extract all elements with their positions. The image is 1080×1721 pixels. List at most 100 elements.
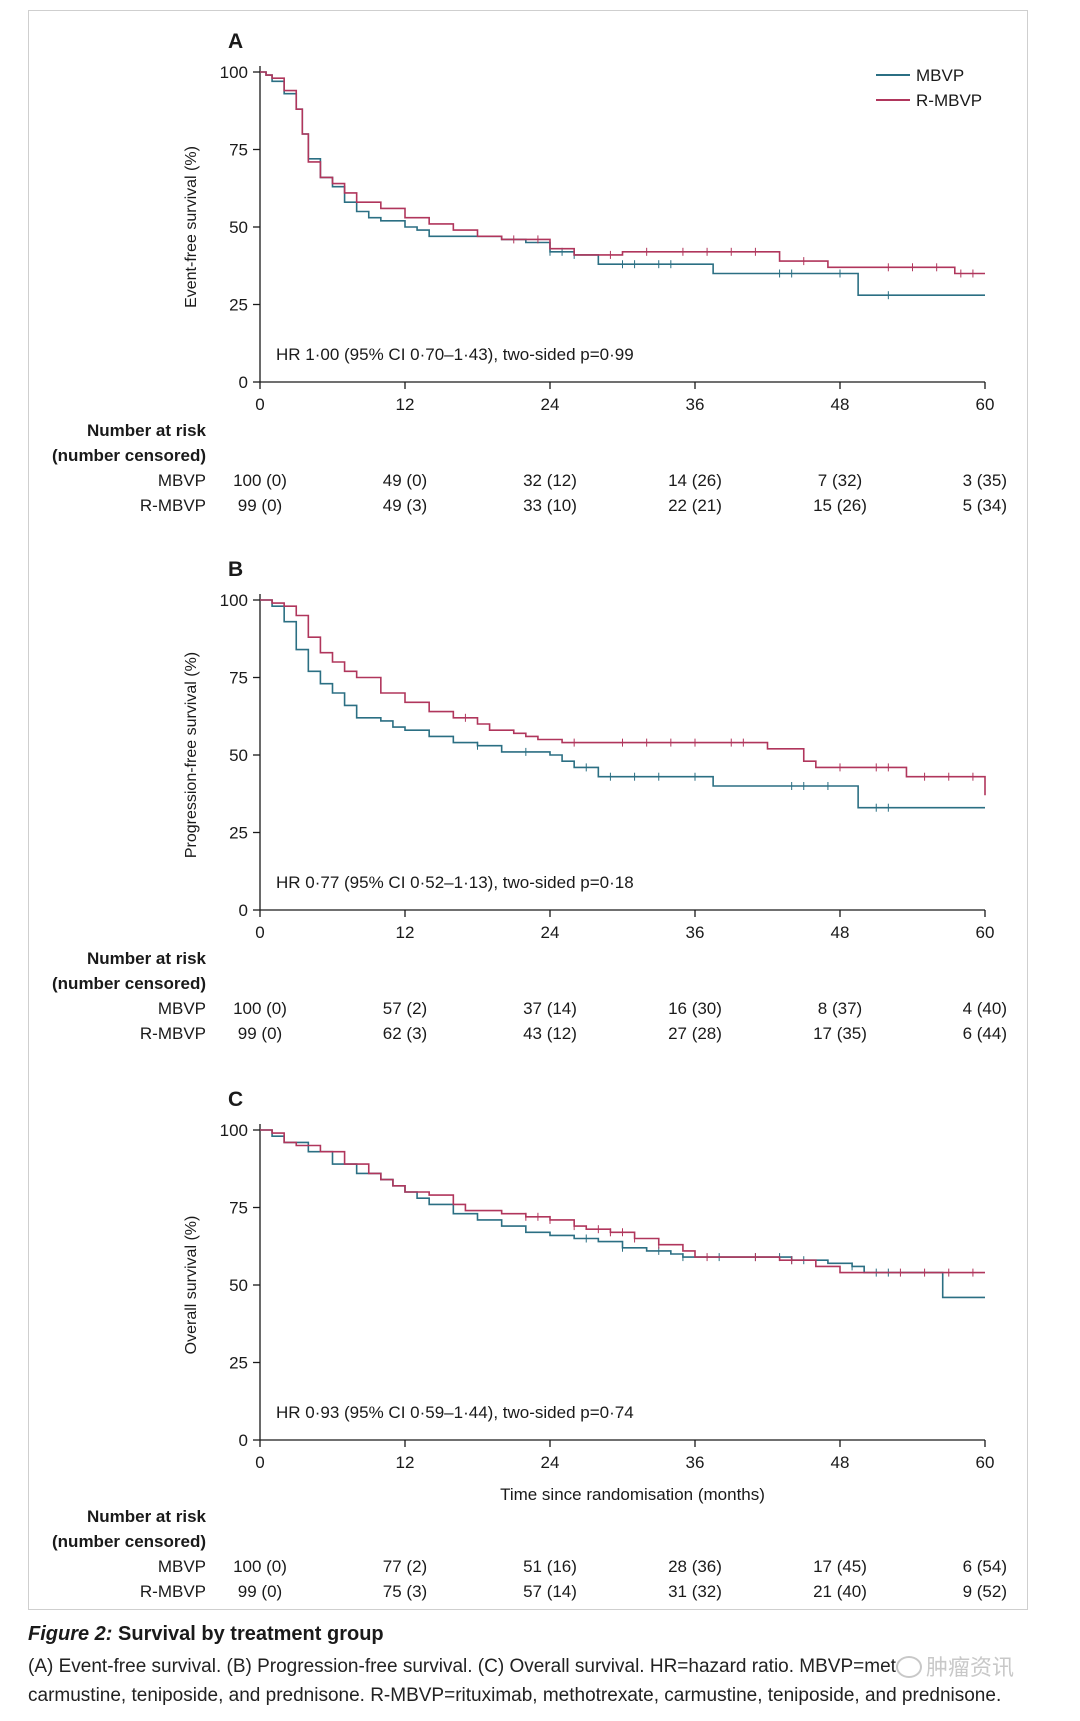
figure-frame bbox=[28, 10, 1028, 1610]
panel-b-risk-value: 43 (12) bbox=[523, 1024, 577, 1043]
panel-b-risk-row-label: MBVP bbox=[158, 999, 206, 1018]
panel-b-risk-header: (number censored) bbox=[52, 974, 206, 993]
figure-label: Figure 2: bbox=[28, 1623, 113, 1645]
panel-a-risk-value: 100 (0) bbox=[233, 471, 287, 490]
panel-c-risk-value: 17 (45) bbox=[813, 1557, 867, 1576]
panel-b-risk-value: 16 (30) bbox=[668, 999, 722, 1018]
panel-c-risk-value: 28 (36) bbox=[668, 1557, 722, 1576]
panel-b-risk-value: 4 (40) bbox=[963, 999, 1007, 1018]
panel-a-hr-annotation: HR 1·00 (95% CI 0·70–1·43), two-sided p=… bbox=[276, 345, 634, 364]
panel-b-curve-mbvp bbox=[260, 599, 985, 809]
figure-title: Survival by treatment group bbox=[118, 1623, 384, 1645]
panel-a-risk-header: (number censored) bbox=[52, 446, 206, 465]
panel-b-x-tick-label: 12 bbox=[396, 923, 415, 942]
panel-a-risk-value: 5 (34) bbox=[963, 496, 1007, 515]
panel-b-x-tick-label: 60 bbox=[976, 923, 995, 942]
panel-c-letter: C bbox=[228, 1088, 243, 1111]
survival-charts: A 0 25 50 75 100 0 12 24 36 48 60 Event-free surviva… bbox=[52, 30, 1007, 1601]
panel-b-risk-value: 99 (0) bbox=[238, 1024, 282, 1043]
panel-a-x-tick-label: 60 bbox=[976, 395, 995, 414]
panel-a-risk-value: 99 (0) bbox=[238, 496, 282, 515]
panel-a-y-tick-label: 100 bbox=[220, 63, 248, 82]
panel-a-y-tick-label: 75 bbox=[229, 141, 248, 160]
panel-a-risk-row-label: MBVP bbox=[158, 471, 206, 490]
panel-a-risk-row-label: R-MBVP bbox=[140, 496, 206, 515]
panel-c-risk-value: 57 (14) bbox=[523, 1582, 577, 1601]
panel-b-x-tick-label: 0 bbox=[255, 923, 264, 942]
panel-a-y-axis-title: Event-free survival (%) bbox=[183, 146, 200, 308]
panel-b-risk-row-label: R-MBVP bbox=[140, 1024, 206, 1043]
panel-c-y-tick-label: 75 bbox=[229, 1199, 248, 1218]
panel-b-y-tick-label: 25 bbox=[229, 824, 248, 843]
panel-c-risk-value: 77 (2) bbox=[383, 1557, 427, 1576]
panel-b-risk-value: 17 (35) bbox=[813, 1024, 867, 1043]
panel-c-x-tick-label: 36 bbox=[686, 1453, 705, 1472]
panel-b-risk-value: 8 (37) bbox=[818, 999, 862, 1018]
panel-a-x-tick-label: 48 bbox=[831, 395, 850, 414]
watermark: 肿瘤资讯 bbox=[896, 1650, 1014, 1682]
panel-c-y-tick-label: 50 bbox=[229, 1276, 248, 1295]
panel-b-hr-annotation: HR 0·77 (95% CI 0·52–1·13), two-sided p=… bbox=[276, 873, 634, 892]
panel-a-risk-value: 32 (12) bbox=[523, 471, 577, 490]
panel-b-y-tick-label: 75 bbox=[229, 669, 248, 688]
panel-c-x-tick-label: 0 bbox=[255, 1453, 264, 1472]
panel-a-risk-value: 49 (3) bbox=[383, 496, 427, 515]
panel-b-y-tick-label: 100 bbox=[220, 591, 248, 610]
panel-b-risk-value: 27 (28) bbox=[668, 1024, 722, 1043]
panel-c-x-axis-title: Time since randomisation (months) bbox=[500, 1485, 765, 1504]
panel-b-risk-value: 6 (44) bbox=[963, 1024, 1007, 1043]
panel-a-x-tick-label: 36 bbox=[686, 395, 705, 414]
panel-c-risk-value: 51 (16) bbox=[523, 1557, 577, 1576]
figure-caption-line-1: (A) Event-free survival. (B) Progression… bbox=[28, 1656, 896, 1677]
panel-a-risk-value: 14 (26) bbox=[668, 471, 722, 490]
panel-a-x-tick-label: 0 bbox=[255, 395, 264, 414]
panel-c-risk-value: 100 (0) bbox=[233, 1557, 287, 1576]
panel-c-risk-header: (number censored) bbox=[52, 1532, 206, 1551]
panel-c-risk-value: 75 (3) bbox=[383, 1582, 427, 1601]
panel-a-y-tick-label: 0 bbox=[239, 373, 248, 392]
figure-caption-title: Figure 2: Survival by treatment group bbox=[28, 1623, 384, 1646]
wechat-icon bbox=[896, 1656, 922, 1678]
panel-a-risk-value: 15 (26) bbox=[813, 496, 867, 515]
legend-label-mbvp: MBVP bbox=[916, 66, 964, 85]
panel-a-x-tick-label: 24 bbox=[541, 395, 560, 414]
panel-a-risk-header: Number at risk bbox=[87, 421, 207, 440]
panel-c-curve-r-mbvp bbox=[260, 1129, 985, 1274]
panel-c-risk-row-label: MBVP bbox=[158, 1557, 206, 1576]
panel-b-letter: B bbox=[228, 558, 243, 581]
watermark-text: 肿瘤资讯 bbox=[926, 1655, 1015, 1680]
panel-c-x-tick-label: 48 bbox=[831, 1453, 850, 1472]
panel-b-y-tick-label: 0 bbox=[239, 901, 248, 920]
panel-c-y-tick-label: 0 bbox=[239, 1431, 248, 1450]
panel-c-risk-value: 9 (52) bbox=[963, 1582, 1007, 1601]
panel-a-risk-value: 33 (10) bbox=[523, 496, 577, 515]
panel-c-risk-value: 31 (32) bbox=[668, 1582, 722, 1601]
panel-b-x-tick-label: 24 bbox=[541, 923, 560, 942]
figure-caption-line-2: carmustine, teniposide, and prednisone. … bbox=[28, 1685, 1002, 1706]
panel-a-risk-value: 7 (32) bbox=[818, 471, 862, 490]
panel-c-risk-value: 99 (0) bbox=[238, 1582, 282, 1601]
panel-c-y-tick-label: 100 bbox=[220, 1121, 248, 1140]
panel-a-curve-r-mbvp bbox=[260, 71, 985, 275]
panel-c-risk-value: 6 (54) bbox=[963, 1557, 1007, 1576]
panel-c-y-tick-label: 25 bbox=[229, 1354, 248, 1373]
panel-a-risk-value: 3 (35) bbox=[963, 471, 1007, 490]
panel-c-risk-header: Number at risk bbox=[87, 1507, 207, 1526]
panel-c-x-tick-label: 60 bbox=[976, 1453, 995, 1472]
panel-c-risk-value: 21 (40) bbox=[813, 1582, 867, 1601]
panel-b-risk-value: 100 (0) bbox=[233, 999, 287, 1018]
panel-a-letter: A bbox=[228, 30, 243, 53]
panel-c-risk-row-label: R-MBVP bbox=[140, 1582, 206, 1601]
legend-label-r-mbvp: R-MBVP bbox=[916, 91, 982, 110]
panel-b-risk-value: 62 (3) bbox=[383, 1024, 427, 1043]
panel-b-x-tick-label: 36 bbox=[686, 923, 705, 942]
panel-a-risk-value: 49 (0) bbox=[383, 471, 427, 490]
panel-b-y-axis-title: Progression-free survival (%) bbox=[183, 652, 200, 858]
panel-a-x-tick-label: 12 bbox=[396, 395, 415, 414]
panel-c-x-tick-label: 24 bbox=[541, 1453, 560, 1472]
panel-a-y-tick-label: 25 bbox=[229, 296, 248, 315]
panel-a-risk-value: 22 (21) bbox=[668, 496, 722, 515]
panel-a-y-tick-label: 50 bbox=[229, 218, 248, 237]
panel-b-risk-header: Number at risk bbox=[87, 949, 207, 968]
